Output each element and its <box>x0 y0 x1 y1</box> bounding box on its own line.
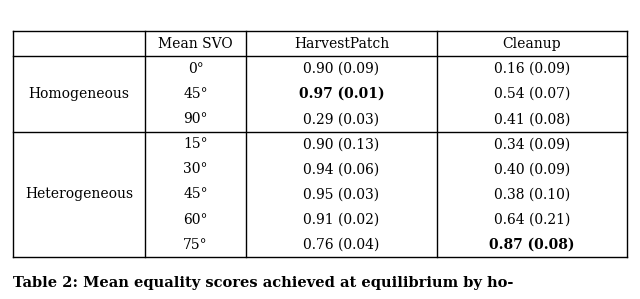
Text: 0.90 (0.13): 0.90 (0.13) <box>303 137 380 151</box>
Text: 0°: 0° <box>188 62 204 76</box>
Text: 0.38 (0.10): 0.38 (0.10) <box>494 187 570 202</box>
Text: 45°: 45° <box>183 87 208 101</box>
Text: Homogeneous: Homogeneous <box>28 87 129 101</box>
Text: 0.76 (0.04): 0.76 (0.04) <box>303 238 380 251</box>
Text: 0.90 (0.09): 0.90 (0.09) <box>303 62 380 76</box>
Text: Mean SVO: Mean SVO <box>158 37 233 51</box>
Text: 0.87 (0.08): 0.87 (0.08) <box>489 238 575 251</box>
Text: 0.91 (0.02): 0.91 (0.02) <box>303 213 380 227</box>
Text: 0.54 (0.07): 0.54 (0.07) <box>494 87 570 101</box>
Text: Cleanup: Cleanup <box>502 37 561 51</box>
Text: 30°: 30° <box>183 162 208 176</box>
Text: 0.64 (0.21): 0.64 (0.21) <box>494 213 570 227</box>
Text: 0.29 (0.03): 0.29 (0.03) <box>303 112 380 126</box>
Text: 75°: 75° <box>183 238 208 251</box>
Text: 90°: 90° <box>183 112 208 126</box>
Text: 0.95 (0.03): 0.95 (0.03) <box>303 187 380 202</box>
Text: HarvestPatch: HarvestPatch <box>294 37 389 51</box>
Text: 0.41 (0.08): 0.41 (0.08) <box>494 112 570 126</box>
Text: Heterogeneous: Heterogeneous <box>25 187 133 202</box>
Text: 45°: 45° <box>183 187 208 202</box>
Text: 0.97 (0.01): 0.97 (0.01) <box>299 87 384 101</box>
Text: Table 2: Mean equality scores achieved at equilibrium by ho-: Table 2: Mean equality scores achieved a… <box>13 276 513 290</box>
Text: 0.40 (0.09): 0.40 (0.09) <box>494 162 570 176</box>
Text: 60°: 60° <box>183 213 208 227</box>
Text: 0.94 (0.06): 0.94 (0.06) <box>303 162 380 176</box>
Text: 0.16 (0.09): 0.16 (0.09) <box>494 62 570 76</box>
Text: 15°: 15° <box>183 137 208 151</box>
Text: 0.34 (0.09): 0.34 (0.09) <box>494 137 570 151</box>
